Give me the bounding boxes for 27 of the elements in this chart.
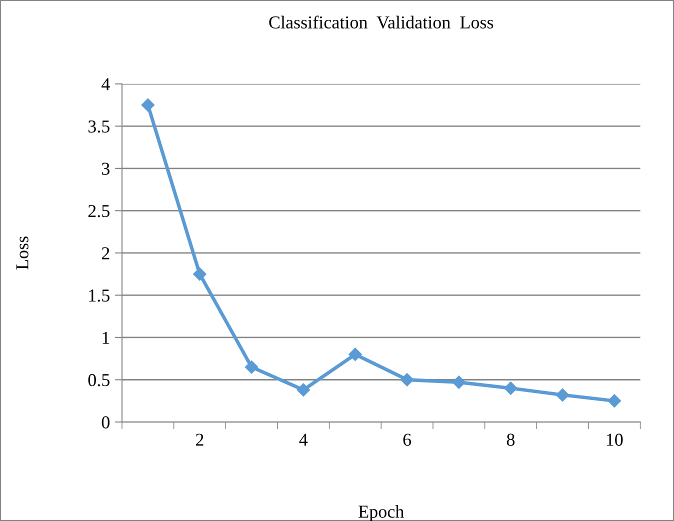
point [296, 383, 310, 396]
point [556, 388, 570, 402]
y-tick-label: 3 [102, 162, 110, 175]
point [608, 394, 621, 408]
point [141, 98, 154, 112]
chart-title: Classification Validation Loss [269, 16, 494, 29]
x-tick-label: 8 [506, 434, 515, 446]
point [348, 348, 362, 361]
y-axis-title: Loss [16, 236, 28, 270]
point [452, 376, 466, 389]
x-tick-label: 6 [403, 434, 412, 446]
y-tick-label: 2 [102, 247, 110, 260]
point [504, 382, 518, 395]
y-tick-label: 3.5 [88, 120, 110, 133]
point [400, 373, 414, 386]
y-tick-label: 4 [102, 78, 110, 90]
x-tick-label: 10 [606, 434, 623, 446]
point [244, 360, 258, 374]
y-tick-label: 1.5 [89, 290, 110, 302]
y-tick-label: 0 [102, 416, 110, 428]
x-tick-label: 2 [196, 434, 204, 446]
point [193, 267, 206, 281]
y-tick-label: 1 [102, 332, 110, 344]
x-axis-title: Epoch [358, 505, 404, 521]
x-tick-label: 4 [299, 434, 308, 446]
y-tick-label: 0.5 [88, 374, 110, 386]
y-tick-label: 2.5 [88, 204, 110, 218]
